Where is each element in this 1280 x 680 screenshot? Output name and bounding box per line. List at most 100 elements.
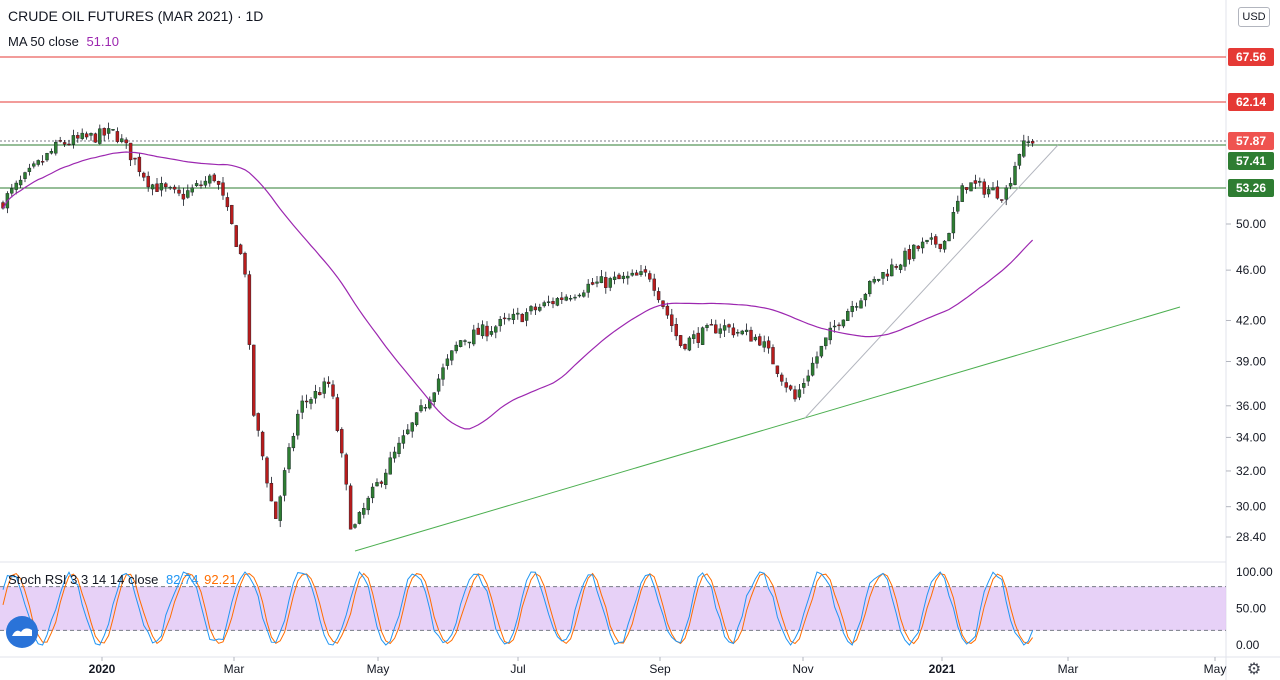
tradingview-logo-icon[interactable] [6, 616, 38, 648]
candle [674, 317, 678, 341]
candle [568, 295, 573, 302]
candle [639, 265, 643, 277]
candle-body [758, 336, 762, 346]
candle-body [938, 243, 942, 249]
candle [652, 273, 656, 297]
ma-value: 51.10 [86, 34, 119, 49]
candle [362, 502, 366, 519]
x-tick-label: Jul [510, 662, 525, 676]
candle-body [150, 184, 155, 190]
candle [546, 295, 551, 307]
candle-body [942, 240, 947, 250]
candle [142, 171, 146, 182]
candle-body [155, 183, 159, 192]
candle-body [582, 292, 586, 297]
candle [626, 271, 630, 285]
candle-body [577, 294, 582, 297]
candle [164, 182, 168, 192]
candle-body [168, 187, 172, 189]
candle [150, 183, 155, 196]
candle [278, 495, 282, 528]
price-label: 62.14 [1228, 93, 1274, 111]
oscillator-band [0, 586, 1226, 631]
candle [802, 378, 806, 394]
candle-body [824, 337, 828, 347]
candle-body [714, 324, 718, 334]
candle-body [128, 142, 133, 161]
candle [925, 239, 929, 245]
candle [784, 377, 788, 393]
candle-body [656, 291, 661, 301]
candle [890, 258, 894, 277]
gear-icon[interactable]: ⚙ [1246, 659, 1262, 678]
candle [1004, 185, 1008, 206]
candle [828, 321, 832, 345]
candle-body [604, 277, 608, 288]
candle-body [287, 447, 291, 470]
candle [370, 483, 375, 504]
candle [230, 204, 234, 225]
candle [714, 319, 718, 334]
currency-button[interactable]: USD [1238, 7, 1270, 27]
candle-body [700, 327, 705, 345]
candle-body [467, 341, 472, 344]
candle-body [80, 132, 84, 139]
candle-body [216, 181, 221, 185]
candle [788, 384, 793, 392]
candle [256, 412, 260, 437]
candle-body [507, 318, 511, 320]
candle [1030, 139, 1035, 147]
candle-body [62, 142, 67, 145]
candle-body [1026, 141, 1030, 144]
candle [27, 163, 32, 176]
candle-body [568, 297, 573, 300]
candle [819, 345, 824, 359]
candle [353, 523, 357, 529]
candle [282, 467, 287, 502]
candle [265, 456, 269, 488]
candle-body [542, 302, 546, 307]
candle-body [617, 274, 621, 280]
candle-body [744, 329, 749, 332]
candle [524, 308, 529, 327]
candle-body [630, 272, 634, 276]
candle [335, 393, 340, 433]
support-trendline [354, 306, 1181, 552]
candle-body [159, 183, 164, 191]
candle-body [736, 332, 740, 334]
y-tick-label: 34.00 [1236, 430, 1266, 444]
candle [296, 409, 300, 440]
candle-body [291, 435, 296, 449]
candle [969, 182, 973, 192]
candle-body [498, 319, 502, 327]
candle [89, 132, 93, 141]
candle [168, 185, 172, 191]
candle [384, 468, 388, 490]
candle-body [392, 451, 397, 459]
candle [555, 296, 560, 307]
candle-body [208, 175, 212, 184]
candle-body [766, 340, 771, 349]
candle [454, 341, 458, 354]
candle-body [49, 151, 54, 154]
candle [1022, 134, 1026, 158]
candle-body [854, 306, 859, 308]
candle-body [705, 325, 709, 328]
candle-body [252, 344, 256, 416]
candle [388, 451, 392, 475]
candle-body [951, 212, 956, 234]
candle-body [322, 381, 326, 394]
candle-body [120, 138, 124, 142]
candle [520, 312, 524, 323]
candle [155, 177, 159, 192]
candle [216, 180, 221, 190]
candle-body [10, 188, 14, 194]
candle-body [362, 508, 366, 515]
candle [485, 321, 489, 342]
y-tick-label: 42.00 [1236, 313, 1266, 327]
candle-body [84, 133, 89, 138]
candle-body [969, 182, 973, 192]
candle [498, 316, 502, 332]
